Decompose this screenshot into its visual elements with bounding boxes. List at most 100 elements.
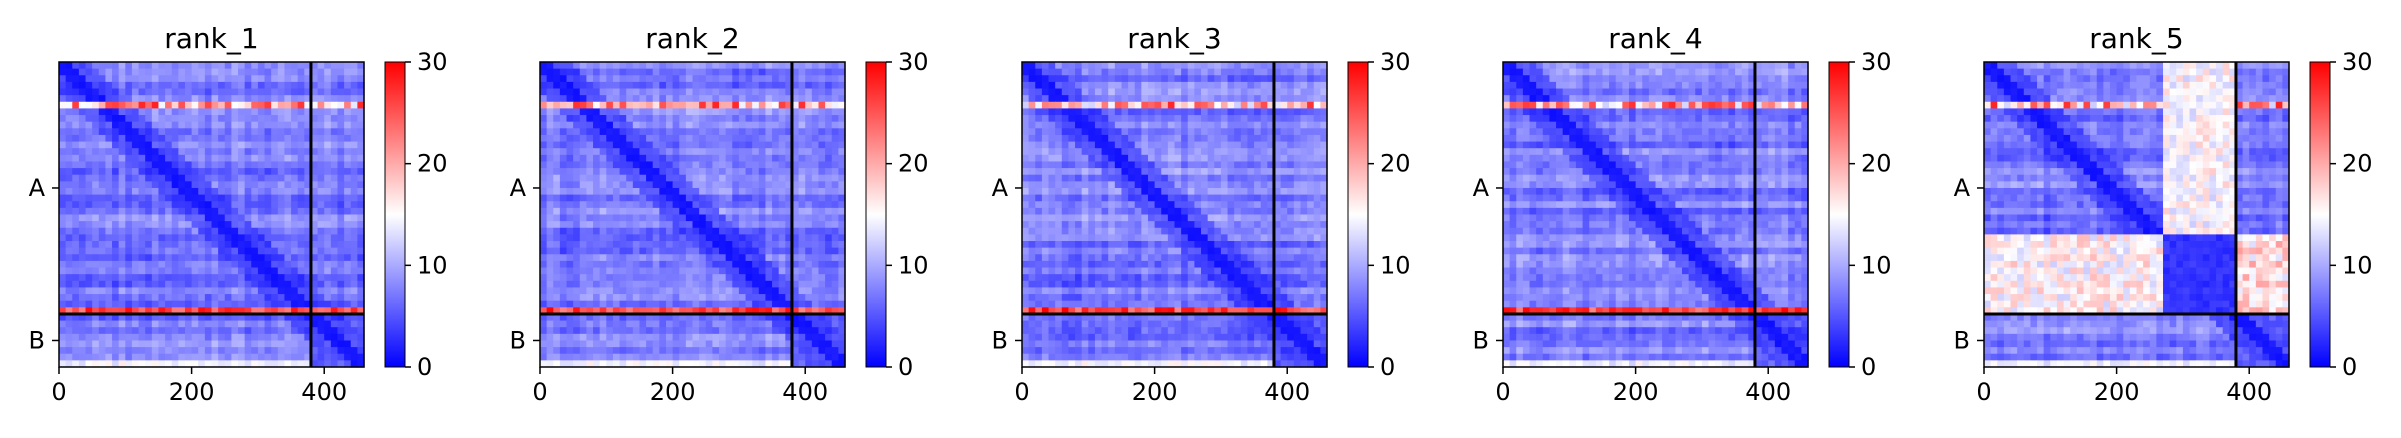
heatmap-cell xyxy=(238,95,246,103)
heatmap-cell xyxy=(118,307,126,315)
heatmap-cell xyxy=(811,234,820,242)
heatmap-cell xyxy=(1101,75,1109,83)
heatmap-cell xyxy=(679,333,687,342)
heatmap-cell xyxy=(277,62,286,70)
heatmap-cell xyxy=(1293,134,1302,143)
heatmap-cell xyxy=(297,300,305,308)
heatmap-cell xyxy=(304,128,312,136)
heatmap-cell xyxy=(72,294,80,302)
heatmap-cell xyxy=(131,260,140,269)
heatmap-cell xyxy=(78,168,87,176)
heatmap-cell xyxy=(705,327,713,335)
heatmap-cell xyxy=(672,168,680,176)
heatmap-cell xyxy=(705,194,713,202)
heatmap-cell xyxy=(1287,68,1295,76)
heatmap-cell xyxy=(92,95,100,103)
heatmap-cell xyxy=(291,340,299,348)
heatmap-cell xyxy=(271,280,279,289)
heatmap-cell xyxy=(738,254,747,262)
heatmap-cell xyxy=(626,347,634,355)
heatmap-cell xyxy=(752,234,760,242)
heatmap-cell xyxy=(798,300,806,308)
heatmap-cell xyxy=(72,101,80,110)
heatmap-cell xyxy=(1267,141,1275,149)
heatmap-cell xyxy=(586,187,594,196)
heatmap-cell xyxy=(198,68,206,76)
heatmap-cell xyxy=(284,287,292,295)
heatmap-cell xyxy=(652,340,660,348)
heatmap-cell xyxy=(105,260,113,269)
heatmap-cell xyxy=(231,174,239,182)
heatmap-cell xyxy=(818,134,826,143)
heatmap-cell xyxy=(171,234,179,242)
heatmap-cell xyxy=(1254,128,1262,136)
heatmap-cell xyxy=(765,280,773,289)
heatmap-cell xyxy=(105,201,113,209)
heatmap-cell xyxy=(652,313,660,322)
heatmap-cell xyxy=(712,260,720,269)
heatmap-cell xyxy=(785,333,793,342)
heatmap-cell xyxy=(646,95,654,103)
heatmap-cell xyxy=(838,115,846,123)
heatmap-cell xyxy=(659,62,667,70)
heatmap-cell xyxy=(805,267,813,275)
heatmap-cell xyxy=(297,128,305,136)
heatmap-cell xyxy=(218,274,226,282)
heatmap-cell xyxy=(798,108,806,116)
heatmap-cell xyxy=(546,214,554,222)
heatmap-cell xyxy=(350,168,358,176)
heatmap-cell xyxy=(178,347,186,355)
heatmap-cell xyxy=(238,115,246,123)
heatmap-cell xyxy=(357,148,365,156)
heatmap-cell xyxy=(652,287,660,295)
heatmap-cell xyxy=(652,201,660,209)
heatmap-cell xyxy=(1240,128,1249,136)
heatmap-cell xyxy=(791,320,800,328)
heatmap-cell xyxy=(204,340,213,348)
heatmap-cell xyxy=(632,101,641,110)
heatmap-cell xyxy=(818,148,826,156)
heatmap-cell xyxy=(1214,81,1222,90)
heatmap-cell xyxy=(772,141,780,149)
heatmap-cell xyxy=(145,121,153,129)
heatmap-cell xyxy=(118,333,126,342)
heatmap-cell xyxy=(692,187,700,196)
heatmap-cell xyxy=(732,340,740,348)
heatmap-cell xyxy=(271,134,279,143)
heatmap-cell xyxy=(540,267,548,275)
heatmap-cell xyxy=(59,313,67,322)
heatmap-cell xyxy=(344,128,352,136)
heatmap-cell xyxy=(271,247,279,255)
heatmap-cell xyxy=(752,115,760,123)
heatmap-cell xyxy=(191,287,199,295)
heatmap-cell xyxy=(559,307,568,315)
heatmap-cell xyxy=(791,300,800,308)
heatmap-cell xyxy=(191,141,199,149)
heatmap-cell xyxy=(72,62,80,70)
heatmap-cell xyxy=(264,360,272,368)
heatmap-cell xyxy=(778,154,786,163)
heatmap-cell xyxy=(125,260,133,269)
heatmap-cell xyxy=(251,148,259,156)
heatmap-cell xyxy=(712,201,720,209)
heatmap-cell xyxy=(593,313,601,322)
heatmap-cell xyxy=(692,340,700,348)
heatmap-cell xyxy=(211,148,219,156)
heatmap-cell xyxy=(679,353,687,361)
heatmap-cell xyxy=(198,174,206,182)
heatmap-cell xyxy=(579,148,588,156)
heatmap-cell xyxy=(705,121,713,129)
heatmap-cell xyxy=(1293,154,1302,163)
heatmap-cell xyxy=(665,214,674,222)
heatmap-cell xyxy=(171,227,179,235)
heatmap-cell xyxy=(692,353,700,361)
heatmap-cell xyxy=(131,287,140,295)
heatmap-cell xyxy=(284,174,292,182)
heatmap-cell xyxy=(131,320,140,328)
heatmap-cell xyxy=(178,95,186,103)
heatmap-cell xyxy=(165,115,173,123)
heatmap-cell xyxy=(304,181,312,189)
heatmap-cell xyxy=(738,88,747,96)
heatmap-cell xyxy=(118,174,126,182)
heatmap-cell xyxy=(1287,81,1295,90)
